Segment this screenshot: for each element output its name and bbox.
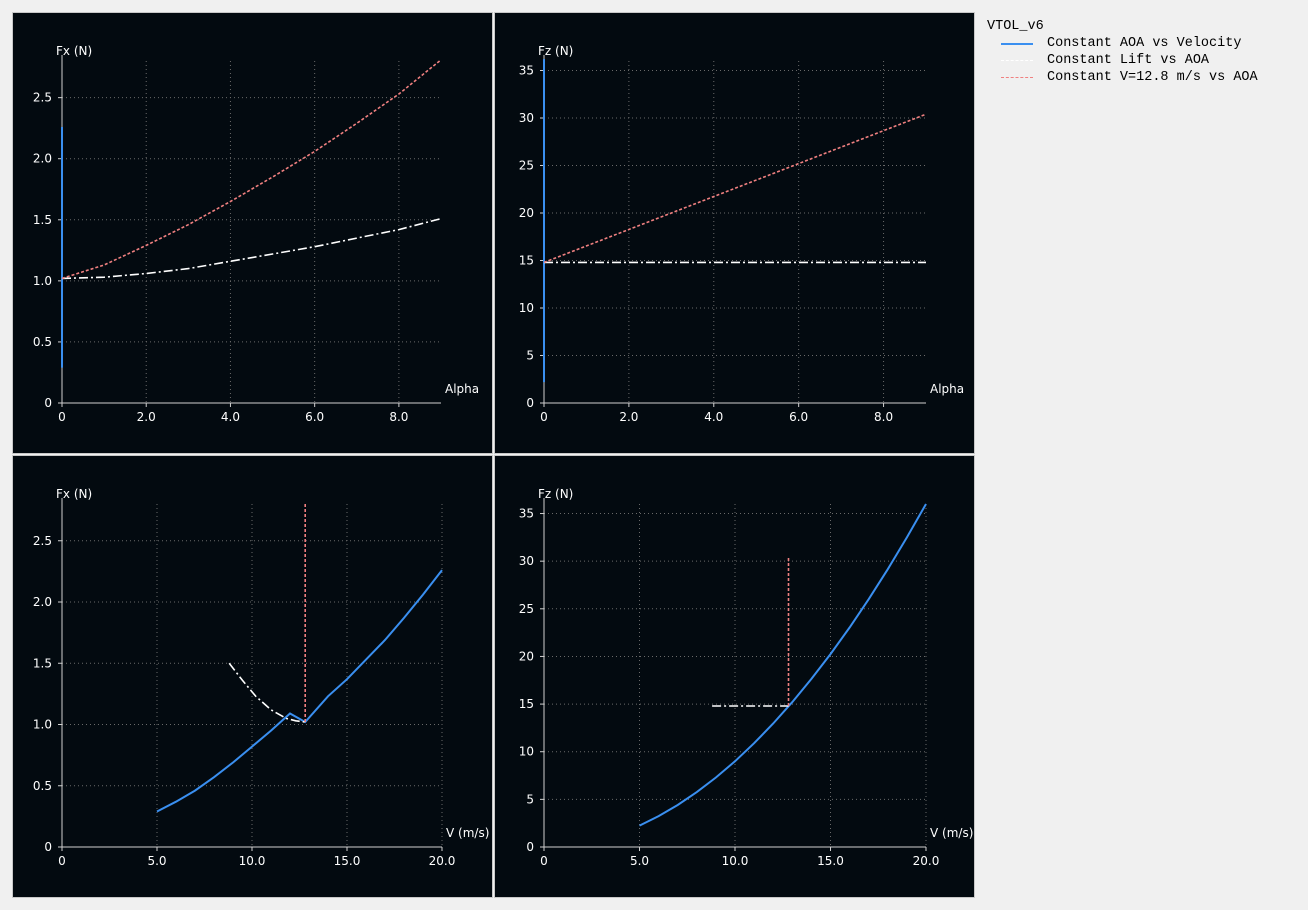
x-axis-label: V (m/s) bbox=[446, 826, 489, 840]
y-tick-label: 1.0 bbox=[33, 274, 52, 288]
series-line-dotted bbox=[61, 59, 442, 280]
y-tick-label: 2.0 bbox=[33, 595, 52, 609]
y-tick-label: 25 bbox=[519, 602, 534, 616]
x-tick-label: 2.0 bbox=[137, 410, 156, 424]
x-axis-label: V (m/s) bbox=[930, 826, 973, 840]
legend-label: Constant Lift vs AOA bbox=[1047, 53, 1210, 68]
x-tick-label: 15.0 bbox=[334, 854, 361, 868]
legend-item-constant-lift[interactable]: Constant Lift vs AOA bbox=[987, 52, 1209, 69]
x-axis-label: Alpha bbox=[445, 382, 479, 396]
x-tick-label: 2.0 bbox=[619, 410, 638, 424]
y-tick-label: 30 bbox=[519, 111, 534, 125]
y-tick-label: 1.0 bbox=[33, 718, 52, 732]
y-tick-label: 1.5 bbox=[33, 213, 52, 227]
legend-label: Constant AOA vs Velocity bbox=[1047, 36, 1242, 51]
y-tick-label: 20 bbox=[519, 206, 534, 220]
legend-swatch-solid bbox=[1001, 43, 1033, 45]
chart-fz-vs-alpha-svg: 0 2.0 4.0 6.0 8.0 0 5 10 15 20 25 30 35 Fz (N) Alpha bbox=[519, 44, 964, 424]
y-tick-label: 1.5 bbox=[33, 656, 52, 670]
legend-title: VTOL_v6 bbox=[987, 19, 1044, 34]
series-line-dotted bbox=[543, 113, 927, 264]
chart-fx-vs-alpha: 0 2.0 4.0 6.0 8.0 0 0.5 1.0 1.5 2.0 2.5 Fx (N) Alpha bbox=[12, 12, 493, 454]
y-tick-label: 0 bbox=[44, 396, 52, 410]
x-tick-label: 0 bbox=[540, 410, 548, 424]
series-line-dashdot bbox=[61, 217, 442, 280]
x-tick-label: 0 bbox=[540, 854, 548, 868]
y-tick-label: 35 bbox=[519, 64, 534, 78]
x-tick-label: 10.0 bbox=[722, 854, 749, 868]
chart-fz-vs-velocity: 0 5.0 10.0 15.0 20.0 0 5 10 15 20 25 30 35 Fz (N) V (m… bbox=[494, 455, 975, 898]
y-tick-label: 10 bbox=[519, 301, 534, 315]
series-line-solid bbox=[639, 503, 927, 827]
x-tick-label: 4.0 bbox=[704, 410, 723, 424]
x-tick-label: 8.0 bbox=[389, 410, 408, 424]
x-tick-label: 10.0 bbox=[239, 854, 266, 868]
y-tick-label: 2.5 bbox=[33, 91, 52, 105]
chart-fx-vs-velocity: 0 5.0 10.0 15.0 20.0 0 0.5 1.0 1.5 2.0 2.5 Fx (N) V … bbox=[12, 455, 493, 898]
series-line-dashdot bbox=[228, 662, 306, 723]
y-tick-label: 15 bbox=[519, 697, 534, 711]
x-tick-label: 6.0 bbox=[305, 410, 324, 424]
y-axis-label: Fx (N) bbox=[56, 487, 92, 501]
y-tick-label: 25 bbox=[519, 159, 534, 173]
x-tick-label: 0 bbox=[58, 410, 66, 424]
chart-fz-vs-velocity-svg: 0 5.0 10.0 15.0 20.0 0 5 10 15 20 25 30 35 Fz (N) V (m… bbox=[519, 487, 974, 868]
y-tick-label: 10 bbox=[519, 745, 534, 759]
y-tick-label: 0.5 bbox=[33, 335, 52, 349]
x-tick-label: 6.0 bbox=[789, 410, 808, 424]
y-tick-label: 2.0 bbox=[33, 152, 52, 166]
y-tick-label: 0 bbox=[526, 840, 534, 854]
x-tick-label: 5.0 bbox=[630, 854, 649, 868]
chart-fz-vs-alpha: 0 2.0 4.0 6.0 8.0 0 5 10 15 20 25 30 35 Fz (N) Alpha bbox=[494, 12, 975, 454]
y-tick-label: 5 bbox=[526, 792, 534, 806]
x-tick-label: 8.0 bbox=[874, 410, 893, 424]
x-tick-label: 5.0 bbox=[147, 854, 166, 868]
y-axis-label: Fz (N) bbox=[538, 44, 573, 58]
x-tick-label: 4.0 bbox=[221, 410, 240, 424]
y-axis-label: Fz (N) bbox=[538, 487, 573, 501]
legend: VTOL_v6 Constant AOA vs Velocity Constan… bbox=[987, 18, 1258, 86]
chart-fx-vs-velocity-svg: 0 5.0 10.0 15.0 20.0 0 0.5 1.0 1.5 2.0 2.5 Fx (N) V … bbox=[33, 487, 489, 868]
y-tick-label: 0 bbox=[526, 396, 534, 410]
chart-fx-vs-alpha-svg: 0 2.0 4.0 6.0 8.0 0 0.5 1.0 1.5 2.0 2.5 Fx (N) Alpha bbox=[33, 44, 479, 424]
y-tick-label: 5 bbox=[526, 349, 534, 363]
x-tick-label: 20.0 bbox=[429, 854, 456, 868]
y-tick-label: 0 bbox=[44, 840, 52, 854]
legend-swatch-dotted bbox=[1001, 77, 1033, 78]
x-tick-label: 20.0 bbox=[913, 854, 940, 868]
y-tick-label: 2.5 bbox=[33, 534, 52, 548]
legend-item-constant-aoa[interactable]: Constant AOA vs Velocity bbox=[987, 35, 1241, 52]
legend-swatch-dashdot bbox=[1001, 60, 1033, 61]
y-tick-label: 0.5 bbox=[33, 779, 52, 793]
y-axis-label: Fx (N) bbox=[56, 44, 92, 58]
legend-item-constant-v[interactable]: Constant V=12.8 m/s vs AOA bbox=[987, 69, 1258, 86]
y-tick-label: 35 bbox=[519, 507, 534, 521]
x-tick-label: 15.0 bbox=[817, 854, 844, 868]
x-axis-label: Alpha bbox=[930, 382, 964, 396]
y-tick-label: 20 bbox=[519, 649, 534, 663]
x-tick-label: 0 bbox=[58, 854, 66, 868]
legend-label: Constant V=12.8 m/s vs AOA bbox=[1047, 70, 1258, 85]
y-tick-label: 30 bbox=[519, 554, 534, 568]
series-line-solid bbox=[156, 569, 443, 813]
y-tick-label: 15 bbox=[519, 254, 534, 268]
